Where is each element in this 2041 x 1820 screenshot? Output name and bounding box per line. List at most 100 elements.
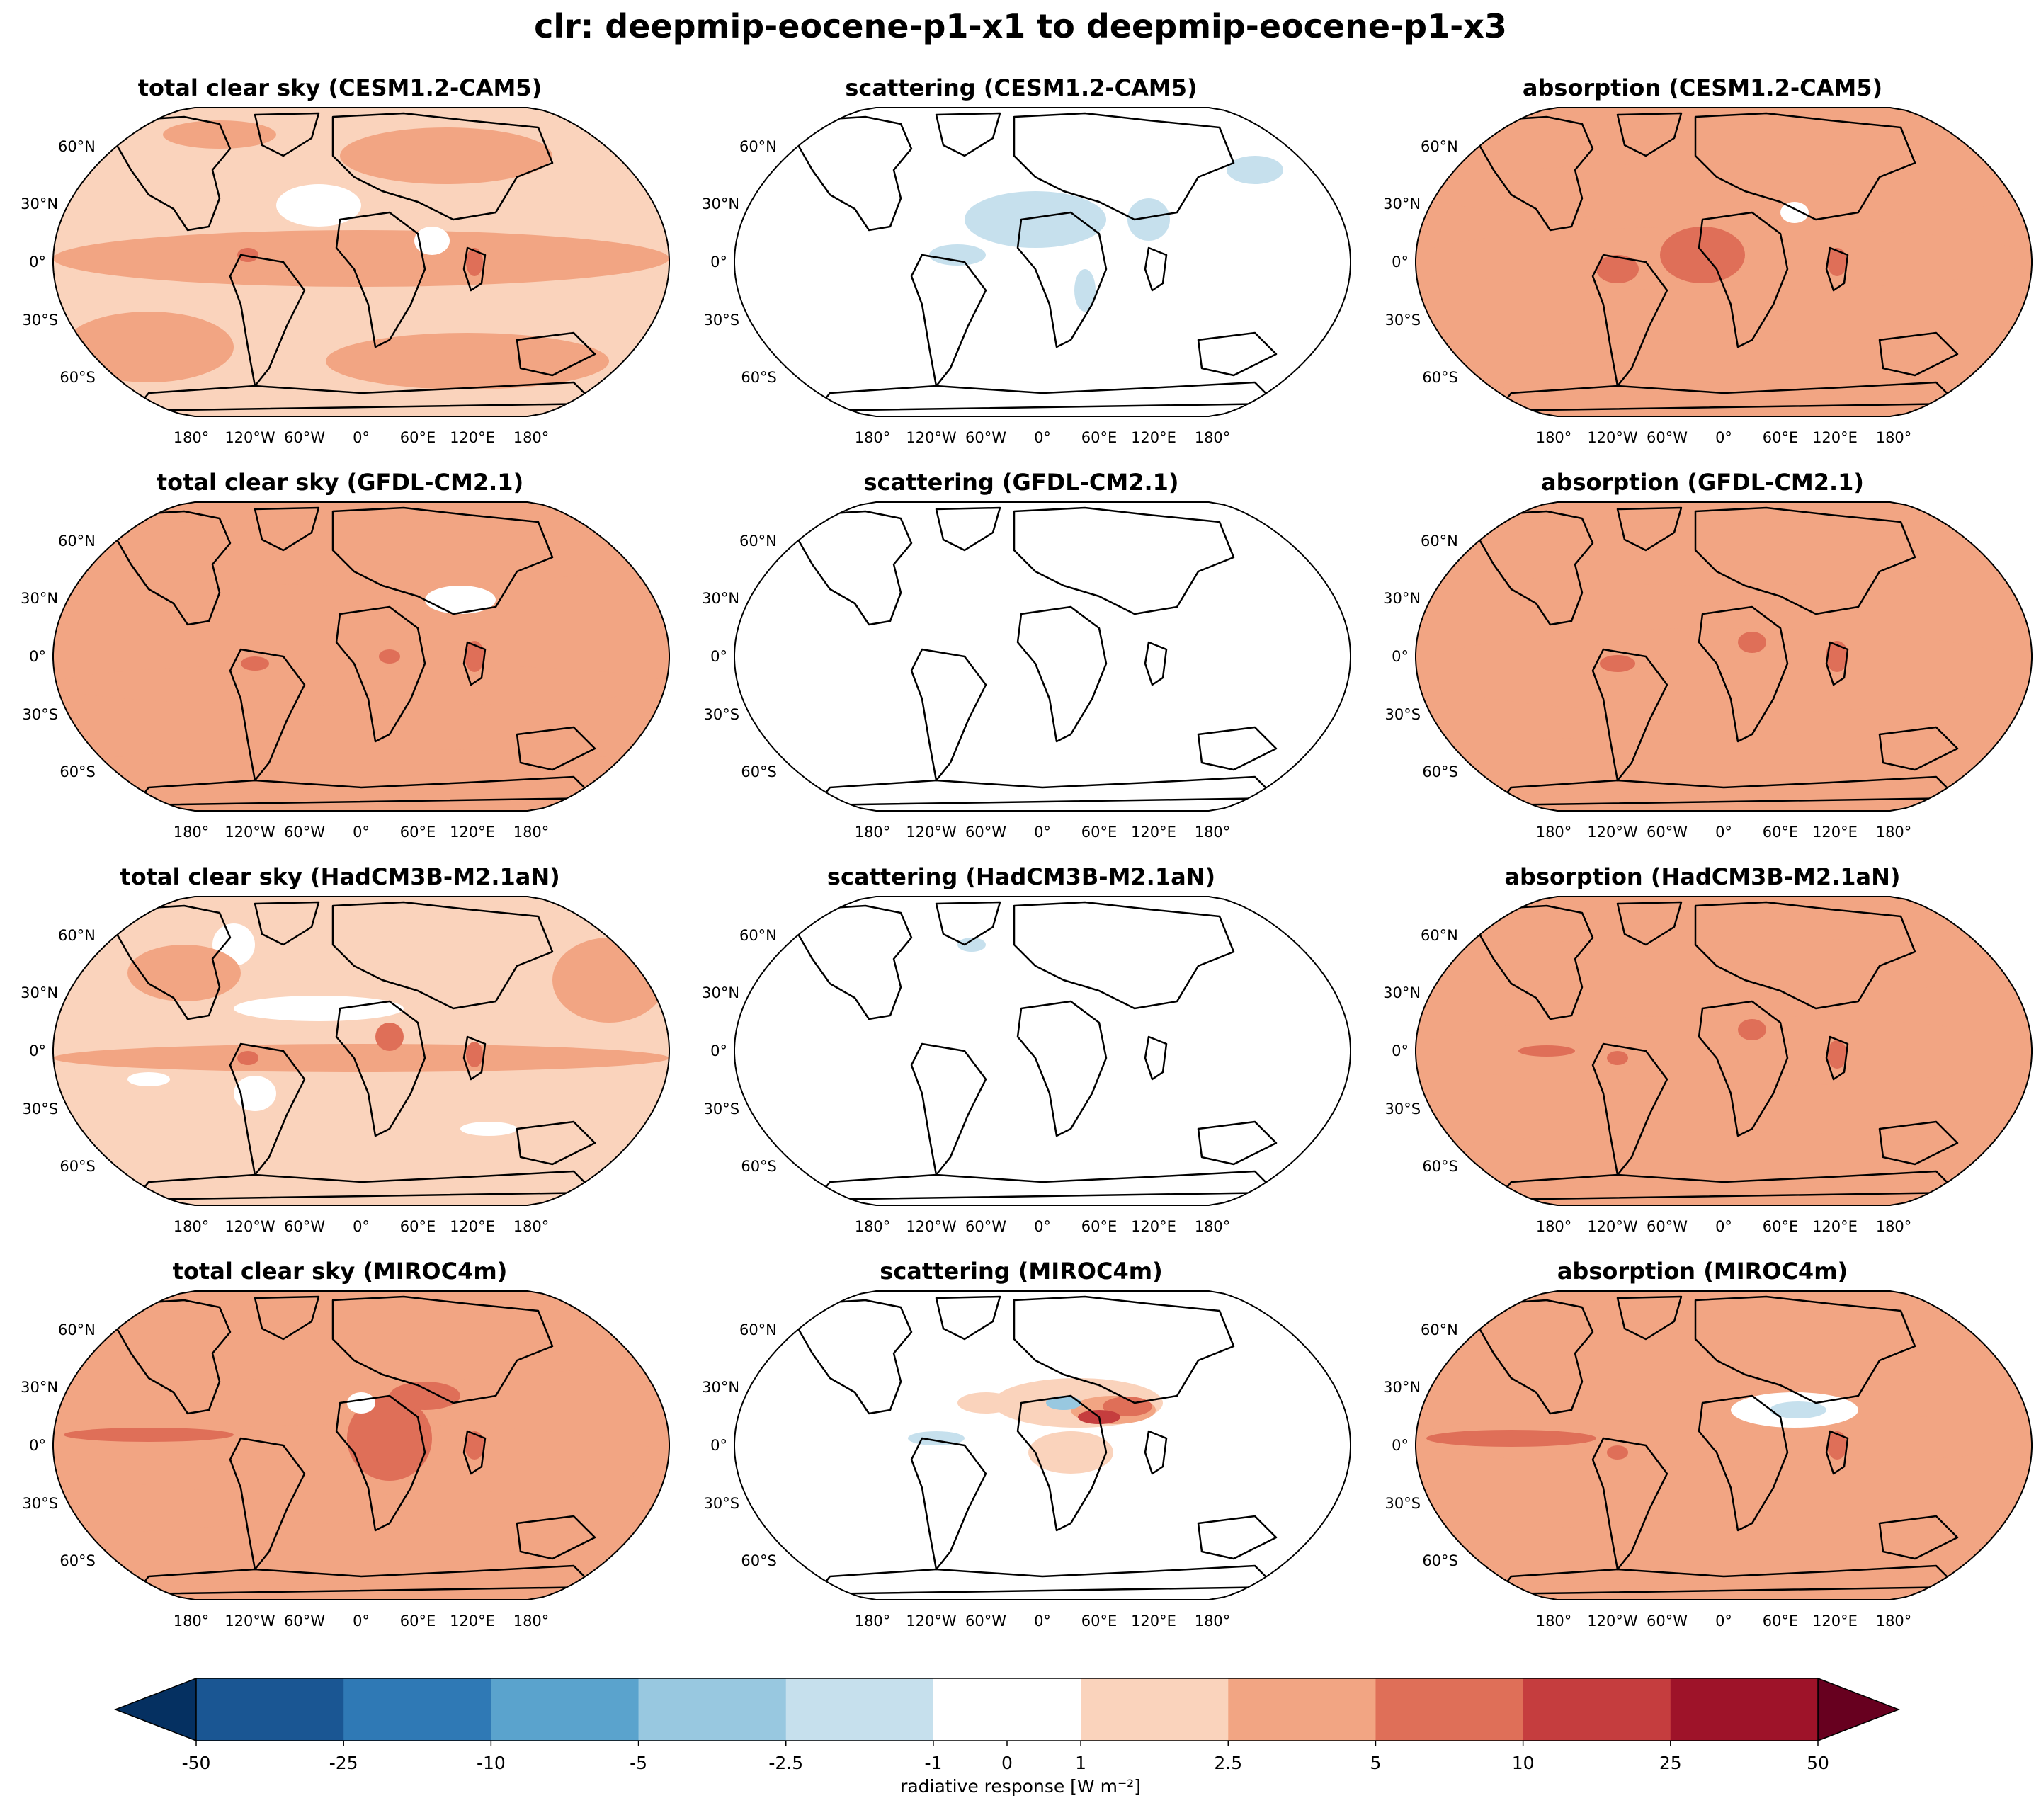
coastline: [814, 381, 1278, 412]
colorbar-under-extension: [113, 1677, 197, 1742]
lat-tick-label: 60°N: [739, 533, 777, 550]
contour-region: [1827, 248, 1847, 276]
coastline: [1825, 1035, 1849, 1081]
map-plot: 60°N 30°N 0° 30°S 60°S 180° 120°W 60°W 0° 60°E 120…: [702, 107, 1351, 446]
lat-tick-label: 30°S: [704, 312, 740, 329]
colorbar-over-extension: [1817, 1677, 1901, 1742]
coastline: [797, 1299, 913, 1415]
lon-tick-label: 60°E: [1763, 1218, 1799, 1235]
lon-tick-label: 60°E: [1081, 1613, 1118, 1630]
panel-title: total clear sky (HadCM3B-M2.1aN): [120, 863, 560, 890]
coastline: [935, 112, 1001, 157]
panel-title: scattering (GFDL-CM2.1): [863, 469, 1179, 496]
lon-tick-label: 180°: [855, 824, 891, 841]
contour-region: [1600, 655, 1635, 672]
map-panel: scattering (GFDL-CM2.1) 60°N 30°N 0° 30°S 60°…: [681, 469, 1361, 855]
colorbar-segment: [785, 1678, 934, 1741]
lon-tick-label: 60°W: [1647, 824, 1688, 841]
lon-tick-label: 0°: [1034, 1218, 1051, 1235]
coastline: [1825, 641, 1849, 686]
coastline: [1496, 775, 1959, 807]
coastline: [115, 1299, 232, 1415]
contour-region: [1416, 1410, 2032, 1467]
panel-title: absorption (HadCM3B-M2.1aN): [1504, 863, 1901, 890]
lon-tick-label: 0°: [353, 429, 370, 446]
lon-tick-label: 0°: [1034, 824, 1051, 841]
contour-region: [929, 244, 986, 266]
map-border: [52, 501, 670, 812]
lat-tick-label: 30°S: [1385, 1495, 1421, 1512]
lon-tick-label: 0°: [1034, 1613, 1051, 1630]
contour-region: [460, 1122, 517, 1136]
colorbar-tick-label: -10: [477, 1753, 506, 1773]
map-plot: 60°N 30°N 0° 30°S 60°S 180° 120°W 60°W 0° 60°E 120…: [21, 501, 670, 841]
contour-region: [347, 1392, 375, 1414]
coastline: [1616, 112, 1683, 157]
coastline: [1878, 331, 1959, 377]
lon-tick-label: 180°: [1536, 1613, 1572, 1630]
map-plot: 60°N 30°N 0° 30°S 60°S 180° 120°W 60°W 0° 60°E 120…: [702, 896, 1351, 1235]
lat-tick-label: 60°S: [741, 369, 777, 386]
lon-tick-label: 180°: [513, 1218, 550, 1235]
lon-tick-label: 60°W: [965, 824, 1006, 841]
coastline: [133, 381, 596, 412]
coastline: [1878, 1120, 1959, 1166]
lat-tick-label: 30°S: [1385, 706, 1421, 723]
coastline: [462, 1430, 487, 1475]
lat-tick-label: 30°S: [1385, 1100, 1421, 1117]
lat-tick-label: 30°N: [702, 195, 739, 212]
lon-tick-label: 120°W: [906, 824, 957, 841]
contour-region: [1416, 515, 2032, 586]
coastline: [1013, 112, 1235, 221]
map-panel: absorption (GFDL-CM2.1) 60°N 30°N 0° 30°S 60°…: [1363, 469, 2041, 855]
map-plot: 60°N 30°N 0° 30°S 60°S 180° 120°W 60°W 0° 60°E 120…: [21, 896, 670, 1235]
coastline: [229, 1042, 306, 1176]
coastline: [462, 246, 487, 292]
lat-tick-label: 30°N: [1383, 195, 1421, 212]
lon-tick-label: 120°W: [906, 1613, 957, 1630]
contour-region: [1426, 1430, 1596, 1447]
coastline: [115, 510, 232, 626]
map-border: [1415, 107, 2033, 417]
map-border: [1415, 896, 2033, 1206]
lat-tick-label: 60°N: [739, 138, 777, 155]
contour-region: [375, 1023, 404, 1051]
lon-tick-label: 120°E: [450, 1613, 495, 1630]
map-plot: 60°N 30°N 0° 30°S 60°S 180° 120°W 60°W 0° 60°E 120…: [21, 107, 670, 446]
contour-region: [340, 127, 552, 184]
contour-region: [53, 1523, 669, 1580]
coastline: [1197, 1515, 1278, 1560]
colorbar-tick-label: 0: [1001, 1753, 1013, 1773]
lon-tick-label: 120°W: [224, 1218, 275, 1235]
colorbar-segment: [1523, 1678, 1671, 1741]
colorbar-segment: [491, 1678, 639, 1741]
lon-tick-label: 180°: [1876, 824, 1912, 841]
coastline: [254, 1295, 320, 1341]
contour-region: [1596, 255, 1639, 283]
lat-tick-label: 60°N: [1421, 1321, 1458, 1338]
coastline: [229, 648, 306, 782]
map-panel: absorption (HadCM3B-M2.1aN) 60°N 30°N 0° 30°…: [1363, 863, 2041, 1249]
colorbar-segment: [1081, 1678, 1229, 1741]
coastline: [910, 1437, 987, 1571]
contour-region: [1416, 1132, 2032, 1182]
colorbar-tick-label: 10: [1512, 1753, 1535, 1773]
lon-tick-label: 180°: [1876, 429, 1912, 446]
contour-region: [1028, 1431, 1113, 1474]
contour-region: [1416, 938, 2032, 994]
lon-tick-label: 120°W: [1587, 824, 1638, 841]
map-border: [734, 1290, 1351, 1600]
colorbar-tick-label: -5: [630, 1753, 647, 1773]
contour-region: [241, 656, 269, 671]
coastline: [910, 648, 987, 782]
contour-region: [326, 333, 609, 389]
lat-tick-label: 0°: [1392, 1437, 1409, 1454]
colorbar-tick-label: 25: [1659, 1753, 1682, 1773]
lon-tick-label: 180°: [174, 1613, 210, 1630]
lat-tick-label: 30°S: [704, 1495, 740, 1512]
contour-region: [64, 1428, 234, 1442]
coastline: [1144, 641, 1168, 686]
contour-region: [465, 641, 484, 672]
lon-tick-label: 60°W: [965, 429, 1006, 446]
lon-tick-label: 120°W: [1587, 1218, 1638, 1235]
